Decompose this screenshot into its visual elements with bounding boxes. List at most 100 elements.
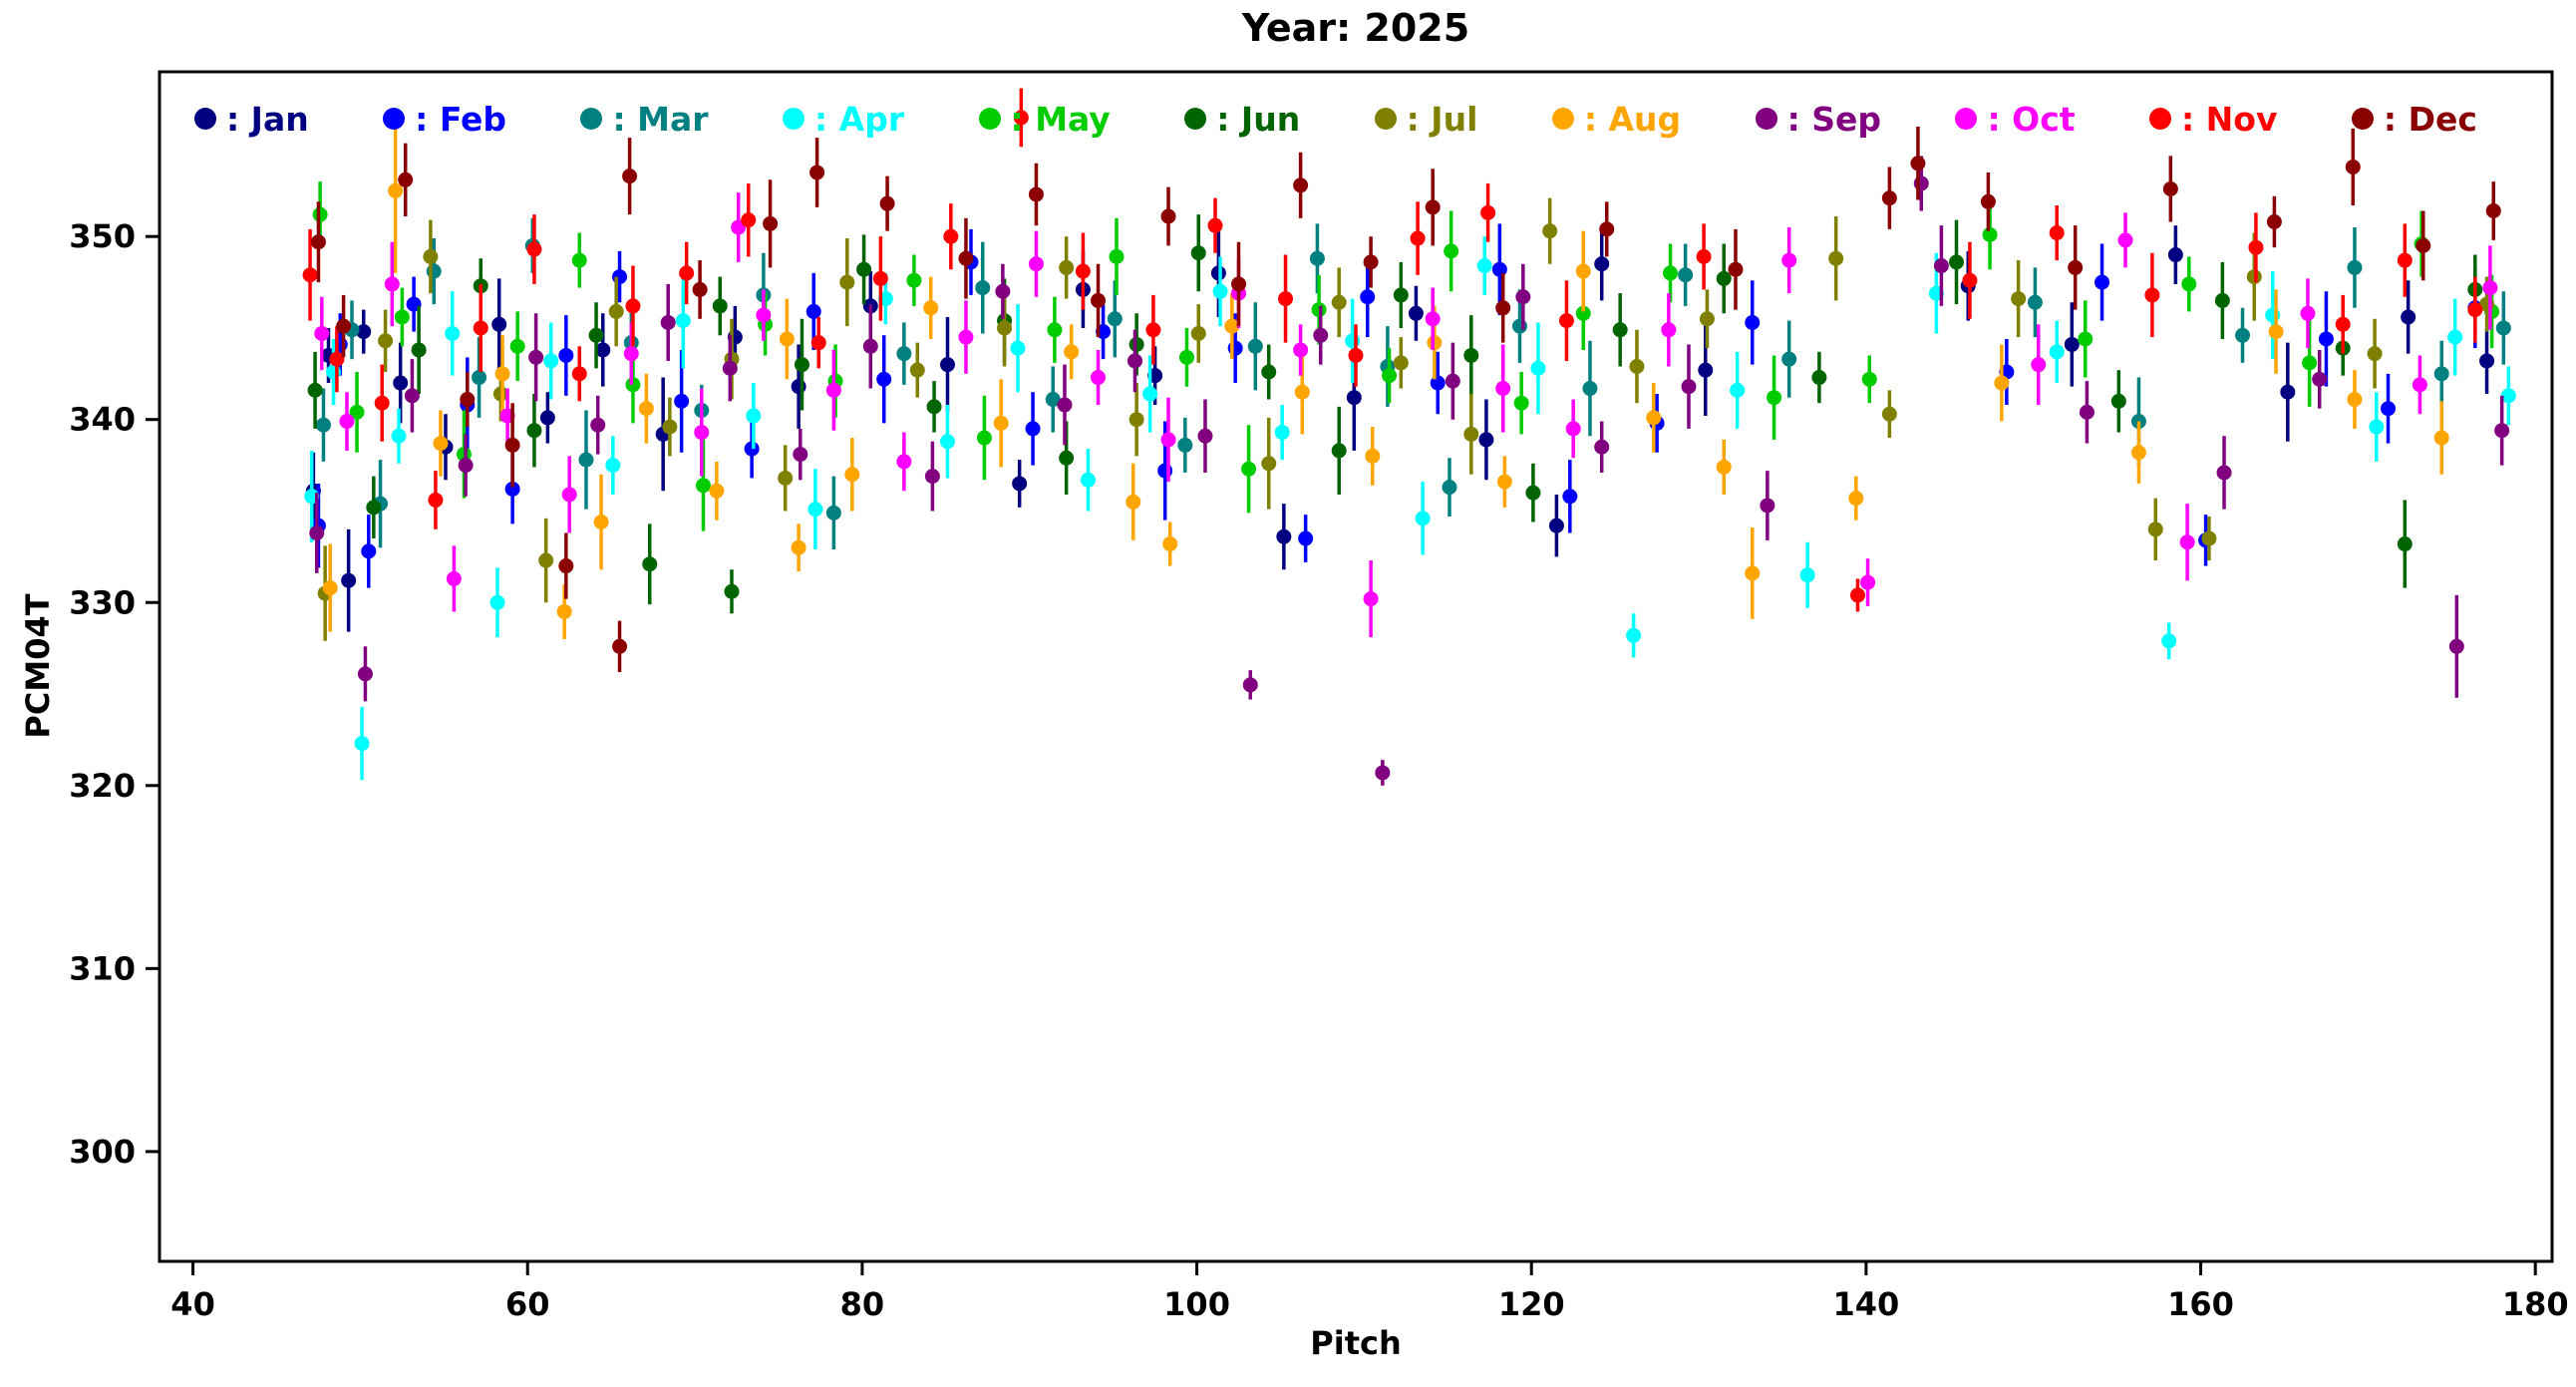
data-point bbox=[1575, 305, 1591, 321]
data-point bbox=[896, 346, 912, 362]
data-point bbox=[428, 492, 444, 508]
data-point bbox=[791, 379, 806, 395]
data-point bbox=[394, 309, 410, 325]
data-point bbox=[1028, 186, 1044, 202]
legend-label: : Mar bbox=[612, 99, 709, 139]
data-point bbox=[993, 415, 1009, 431]
data-point bbox=[2147, 521, 2163, 537]
data-point bbox=[1408, 305, 1424, 321]
data-point bbox=[446, 570, 462, 586]
data-point bbox=[2467, 302, 2483, 318]
series-nov bbox=[302, 88, 2483, 612]
legend-item-jul: : Jul bbox=[1374, 100, 1477, 139]
data-point bbox=[1962, 272, 1978, 288]
data-point bbox=[763, 215, 779, 231]
data-point bbox=[388, 182, 404, 198]
data-point bbox=[995, 283, 1011, 299]
plot-data bbox=[302, 88, 2516, 786]
data-point bbox=[445, 325, 461, 341]
data-point bbox=[2235, 327, 2251, 343]
data-point bbox=[1091, 292, 1107, 308]
data-point bbox=[341, 572, 357, 588]
legend-label: : Feb bbox=[415, 99, 507, 139]
legend-marker-icon bbox=[580, 108, 603, 130]
legend-item-mar: : Mar bbox=[580, 99, 709, 139]
data-point bbox=[1177, 437, 1193, 453]
data-point bbox=[2369, 419, 2385, 435]
data-point bbox=[1530, 360, 1546, 376]
data-point bbox=[504, 481, 520, 497]
y-tick-label: 320 bbox=[69, 767, 136, 805]
legend-marker-icon bbox=[1184, 108, 1207, 130]
data-point bbox=[1525, 485, 1541, 501]
data-point bbox=[2479, 353, 2495, 369]
data-point bbox=[1178, 349, 1194, 365]
data-point bbox=[791, 539, 806, 555]
data-point bbox=[879, 195, 895, 211]
x-tick-label: 180 bbox=[2502, 1285, 2569, 1323]
data-point bbox=[872, 270, 888, 286]
data-point bbox=[1331, 294, 1347, 310]
data-point bbox=[1629, 358, 1645, 374]
data-point bbox=[976, 430, 992, 446]
data-point bbox=[810, 335, 826, 351]
data-point bbox=[593, 515, 609, 530]
data-point bbox=[595, 342, 611, 358]
data-point bbox=[1495, 300, 1511, 316]
data-point bbox=[793, 447, 808, 463]
data-point bbox=[746, 408, 762, 424]
data-point bbox=[805, 303, 821, 319]
data-point bbox=[1012, 476, 1028, 492]
data-point bbox=[2312, 371, 2328, 387]
legend-item-may: : May bbox=[978, 100, 1111, 139]
data-point bbox=[354, 736, 370, 752]
data-point bbox=[1562, 489, 1578, 505]
data-point bbox=[675, 313, 691, 329]
data-point bbox=[378, 333, 394, 349]
data-point bbox=[1107, 311, 1123, 327]
data-point bbox=[2094, 274, 2110, 290]
data-point bbox=[1162, 536, 1178, 552]
legend-marker-icon bbox=[1551, 108, 1574, 130]
data-point bbox=[1227, 340, 1243, 356]
legend-marker-icon bbox=[194, 108, 216, 130]
data-point bbox=[1313, 327, 1329, 343]
data-point bbox=[2494, 423, 2510, 439]
data-point bbox=[692, 281, 708, 297]
data-point bbox=[460, 392, 476, 408]
series-may bbox=[312, 181, 2500, 531]
data-point bbox=[326, 364, 342, 380]
data-point bbox=[314, 325, 330, 341]
data-point bbox=[1495, 381, 1511, 397]
data-point bbox=[433, 436, 449, 452]
series-dec bbox=[310, 127, 2501, 673]
data-point bbox=[638, 401, 654, 417]
data-point bbox=[1298, 530, 1314, 546]
data-point bbox=[1160, 432, 1176, 448]
data-point bbox=[1293, 177, 1309, 193]
data-point bbox=[1261, 456, 1277, 472]
data-point bbox=[1548, 518, 1564, 533]
data-point bbox=[1716, 459, 1732, 475]
legend-item-aug: : Aug bbox=[1551, 100, 1681, 139]
data-point bbox=[2485, 202, 2501, 218]
x-axis-label: Pitch bbox=[1310, 1324, 1402, 1362]
data-point bbox=[2031, 357, 2047, 373]
data-point bbox=[2167, 247, 2183, 263]
legend-label: : Jun bbox=[1216, 99, 1301, 139]
data-point bbox=[1025, 421, 1041, 437]
legend-item-apr: : Apr bbox=[782, 100, 904, 139]
data-point bbox=[349, 404, 365, 420]
data-point bbox=[339, 414, 355, 430]
data-point bbox=[489, 594, 505, 610]
data-point bbox=[1445, 373, 1460, 389]
x-tick-label: 160 bbox=[2167, 1285, 2234, 1323]
data-point bbox=[1728, 261, 1744, 277]
legend-item-jan: : Jan bbox=[194, 100, 309, 139]
data-point bbox=[1661, 322, 1677, 338]
data-point bbox=[1698, 362, 1714, 378]
data-point bbox=[1261, 364, 1277, 380]
data-point bbox=[1442, 480, 1457, 496]
data-point bbox=[2381, 401, 2397, 417]
data-point bbox=[906, 272, 922, 288]
